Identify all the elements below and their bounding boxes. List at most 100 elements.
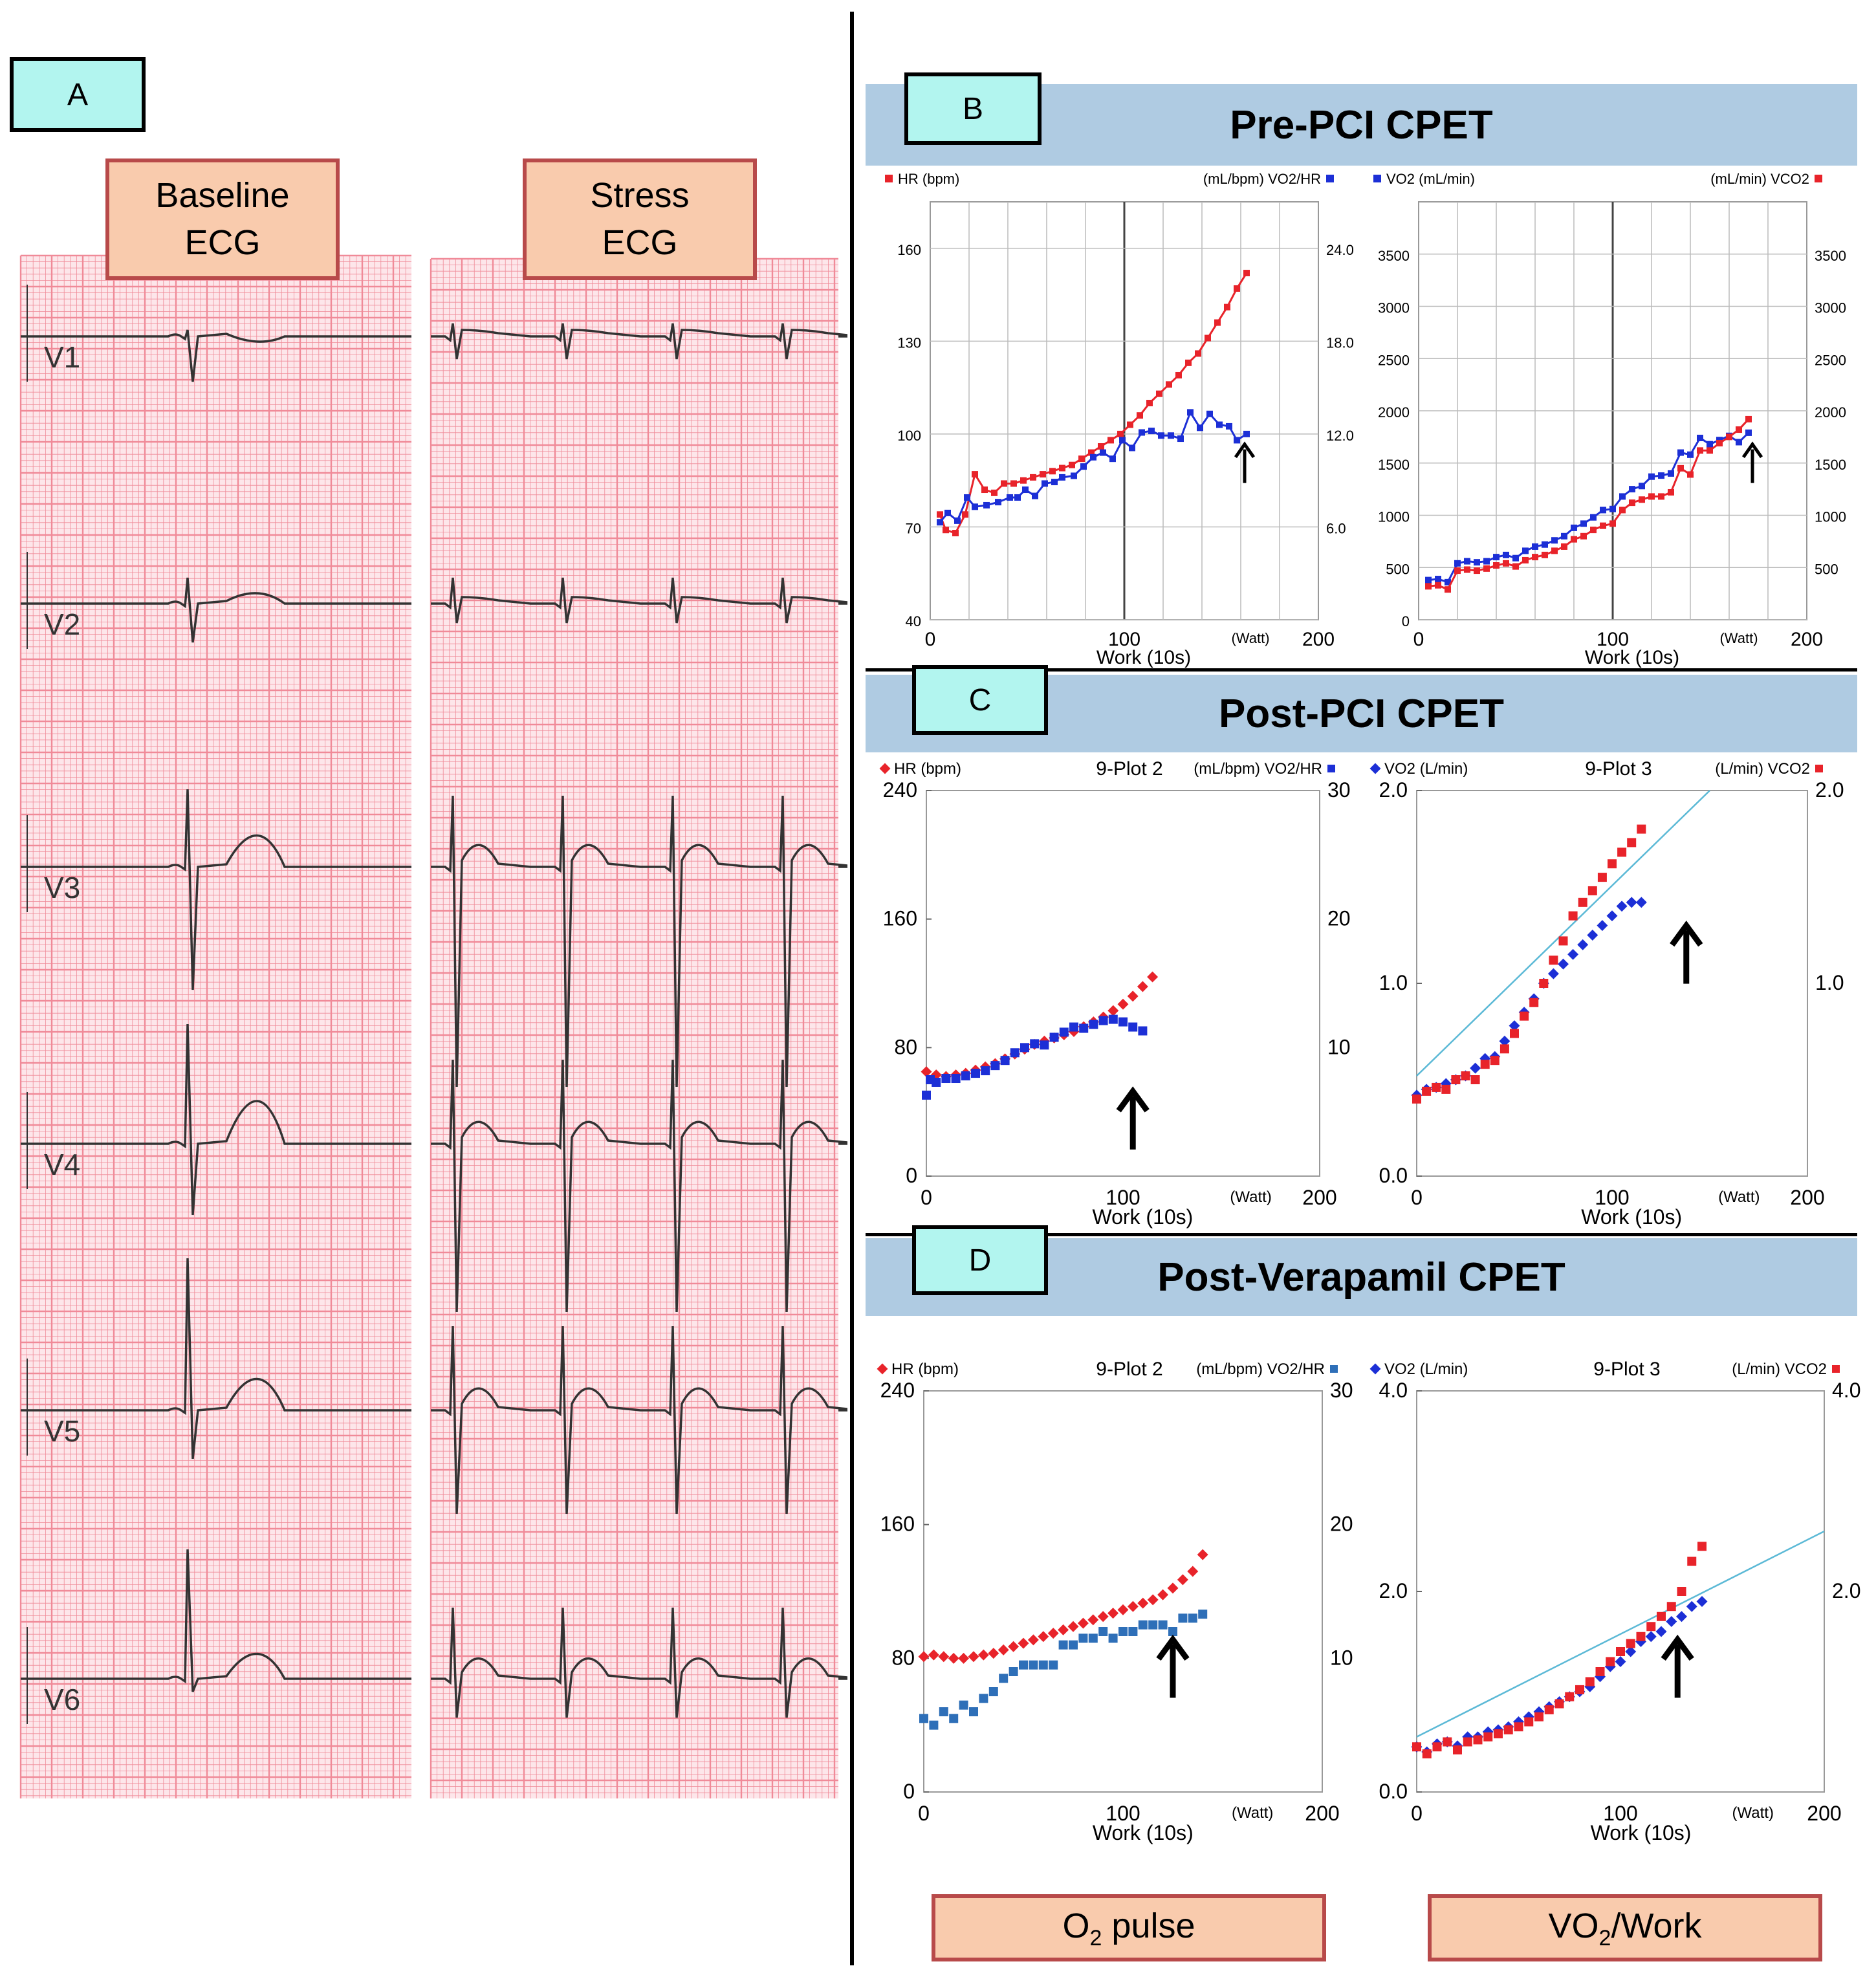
- panel-d-top-rule: [866, 1233, 1857, 1236]
- data-point: [1666, 1616, 1677, 1627]
- data-point: [1029, 1660, 1038, 1670]
- data-point: [1551, 547, 1558, 554]
- stress-ecg-title: Stress ECG: [523, 158, 757, 280]
- data-point: [941, 1074, 951, 1084]
- data-point: [1697, 447, 1703, 454]
- data-point: [1087, 1614, 1099, 1626]
- data-point: [1422, 1086, 1432, 1096]
- data-point: [1716, 440, 1723, 447]
- data-point: [939, 1707, 948, 1716]
- data-point: [1119, 437, 1126, 444]
- y-left-tick-label: 70: [906, 520, 921, 536]
- data-point: [1425, 576, 1432, 584]
- data-point: [972, 503, 978, 510]
- data-point: [1532, 554, 1538, 561]
- data-point: [1608, 859, 1617, 869]
- data-point: [1655, 1626, 1667, 1637]
- data-point: [951, 1074, 961, 1084]
- data-point: [1078, 455, 1085, 463]
- x-axis-label: Work (10s): [1096, 647, 1191, 668]
- legend-marker: [1369, 1363, 1381, 1375]
- data-point: [1636, 1632, 1646, 1641]
- x-tick-label: 0: [1411, 1186, 1423, 1209]
- chart-c-right: 0.0 1.0 2.0 1.0 2.0 0 100 200 Work (10s) (Watt) VO…: [1369, 758, 1844, 1229]
- data-point: [938, 1651, 950, 1663]
- arrow-head-icon: [1116, 1086, 1150, 1113]
- data-point: [1243, 430, 1250, 437]
- data-point: [1435, 582, 1441, 589]
- x-axis-label: Work (10s): [1092, 1205, 1193, 1229]
- data-point: [1454, 560, 1461, 567]
- data-point: [1542, 551, 1548, 558]
- ecg-trace-baseline: [21, 577, 411, 643]
- data-point: [1107, 437, 1114, 444]
- data-point: [1600, 507, 1606, 514]
- data-point: [1616, 1647, 1625, 1656]
- arrow-head-icon: [1156, 1634, 1190, 1661]
- x-tick-label: 0: [1413, 629, 1424, 650]
- data-point: [1597, 873, 1607, 882]
- data-point: [948, 1652, 959, 1664]
- data-point: [1646, 1622, 1656, 1632]
- data-point: [1547, 968, 1559, 979]
- y-left-tick-label: 2500: [1378, 352, 1410, 368]
- data-point: [1020, 1043, 1029, 1053]
- data-point: [964, 494, 970, 501]
- data-point: [971, 1069, 980, 1078]
- chart-d-right: 0.0 2.0 4.0 2.0 4.0 0 100 200 Work (10s) (Watt) VO…: [1369, 1359, 1860, 1844]
- ecg-lead-label: V6: [44, 1683, 80, 1716]
- data-point: [1445, 578, 1451, 585]
- data-point: [1524, 1717, 1534, 1727]
- chart-title: 9-Plot 3: [1593, 1359, 1660, 1380]
- ecg-lead-label: V5: [44, 1414, 80, 1448]
- data-point: [1441, 1084, 1451, 1094]
- y-left-tick-label: 40: [906, 613, 921, 629]
- data-point: [1118, 1017, 1128, 1027]
- data-point: [1109, 455, 1116, 463]
- data-point: [1147, 971, 1159, 983]
- data-point: [1175, 371, 1182, 378]
- data-point: [1745, 415, 1752, 422]
- legend-left-label: VO2 (L/min): [1384, 760, 1468, 778]
- data-point: [1137, 1597, 1149, 1609]
- y-left-tick-label: 0: [1402, 613, 1410, 629]
- ecg-lead-label: V3: [44, 871, 80, 904]
- legend-marker: [1815, 765, 1823, 772]
- x-axis-unit: (Watt): [1718, 1188, 1760, 1206]
- y-right-tick-label: 2.0: [1832, 1579, 1860, 1602]
- ecg-trace-baseline: [21, 1258, 411, 1459]
- y-left-tick-label: 0: [903, 1780, 915, 1803]
- y-left-tick-label: 130: [897, 334, 921, 351]
- x-tick-label: 100: [1106, 1802, 1140, 1825]
- data-point: [1658, 493, 1664, 500]
- data-point: [1707, 441, 1713, 448]
- data-point: [1461, 1071, 1470, 1081]
- data-point: [1499, 1035, 1511, 1047]
- data-point: [1019, 1660, 1028, 1670]
- plot-frame: [1416, 790, 1808, 1177]
- data-point: [1483, 558, 1490, 565]
- chart-c-left: 0 80 160 240 10 20 30 0 100 200 Work (10s) (Watt) HR…: [879, 758, 1351, 1229]
- data-point: [1128, 1627, 1138, 1636]
- panel-c-label: C: [912, 665, 1048, 735]
- data-point: [1514, 1722, 1523, 1732]
- data-point: [1503, 1725, 1513, 1734]
- y-right-tick-label: 10: [1330, 1646, 1353, 1669]
- legend-marker: [1815, 175, 1822, 182]
- y-left-tick-label: 160: [883, 907, 917, 930]
- data-point: [1069, 1022, 1078, 1032]
- data-point: [1500, 1044, 1509, 1054]
- data-point: [1625, 1646, 1637, 1657]
- data-point: [1137, 412, 1143, 419]
- data-point: [1069, 1640, 1078, 1650]
- data-point: [1745, 429, 1752, 436]
- data-point: [1197, 1549, 1208, 1560]
- data-point: [1059, 474, 1065, 481]
- data-point: [1676, 1611, 1687, 1622]
- data-point: [1554, 1699, 1564, 1709]
- legend-marker: [1327, 765, 1335, 772]
- data-point: [1067, 1621, 1079, 1632]
- ecg-trace-stress: [431, 577, 847, 624]
- data-point: [961, 1071, 970, 1081]
- data-point: [1051, 479, 1058, 486]
